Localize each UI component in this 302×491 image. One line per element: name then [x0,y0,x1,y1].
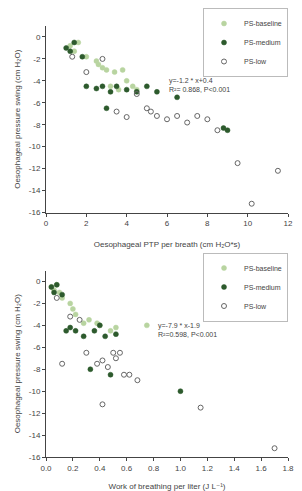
svg-text:PS-medium: PS-medium [244,284,281,291]
svg-text:1.0: 1.0 [175,464,187,473]
svg-text:0.4: 0.4 [94,464,106,473]
svg-text:-14: -14 [29,186,41,195]
svg-text:Oesophageal pressure swing (cm: Oesophageal pressure swing (cm H₂O) [13,294,22,433]
svg-text:-2: -2 [33,299,41,308]
svg-text:-2: -2 [33,55,41,64]
svg-text:-16: -16 [29,453,41,462]
svg-text:y=-7.9 * x-1.9R²=0.598, P<0.00: y=-7.9 * x-1.9R²=0.598, P<0.001 [158,322,217,338]
svg-text:PS-medium: PS-medium [244,39,281,46]
svg-text:-10: -10 [29,142,41,151]
svg-text:12: 12 [284,219,293,228]
svg-text:Oesophageal pressure swing (cm: Oesophageal pressure swing (cm H₂O) [13,49,22,188]
svg-text:PS-low: PS-low [244,58,267,65]
svg-text:2: 2 [84,219,89,228]
svg-text:-6: -6 [33,99,41,108]
svg-text:y=-1.2 * x+0.4R²= 0.868, P<0.0: y=-1.2 * x+0.4R²= 0.868, P<0.001 [169,77,230,93]
svg-text:8: 8 [205,219,210,228]
svg-text:1.4: 1.4 [229,464,241,473]
svg-text:-6: -6 [33,343,41,352]
svg-text:-4: -4 [33,77,41,86]
svg-text:Work of breathing per liter (J: Work of breathing per liter (J L⁻¹) [108,482,225,491]
svg-text:4: 4 [124,219,129,228]
svg-text:0.2: 0.2 [67,464,79,473]
svg-text:-10: -10 [29,387,41,396]
svg-text:-14: -14 [29,431,41,440]
svg-text:1.6: 1.6 [256,464,268,473]
svg-text:0: 0 [44,219,49,228]
svg-text:0.0: 0.0 [40,464,52,473]
svg-text:-8: -8 [33,121,41,130]
svg-text:0: 0 [36,33,41,42]
svg-text:10: 10 [243,219,252,228]
svg-text:-16: -16 [29,208,41,217]
svg-text:0: 0 [36,277,41,286]
svg-text:PS-baseline: PS-baseline [244,20,282,27]
svg-text:Oesophageal PTP per breath (cm: Oesophageal PTP per breath (cm H₂O*s) [94,240,241,249]
svg-text:0.8: 0.8 [148,464,160,473]
svg-text:6: 6 [165,219,170,228]
svg-text:1.8: 1.8 [282,464,294,473]
svg-text:1.2: 1.2 [202,464,214,473]
svg-text:PS-baseline: PS-baseline [244,265,282,272]
svg-text:PS-low: PS-low [244,303,267,310]
svg-text:-4: -4 [33,321,41,330]
svg-text:-8: -8 [33,365,41,374]
svg-text:0.6: 0.6 [121,464,133,473]
svg-text:-12: -12 [29,409,41,418]
svg-text:-12: -12 [29,164,41,173]
